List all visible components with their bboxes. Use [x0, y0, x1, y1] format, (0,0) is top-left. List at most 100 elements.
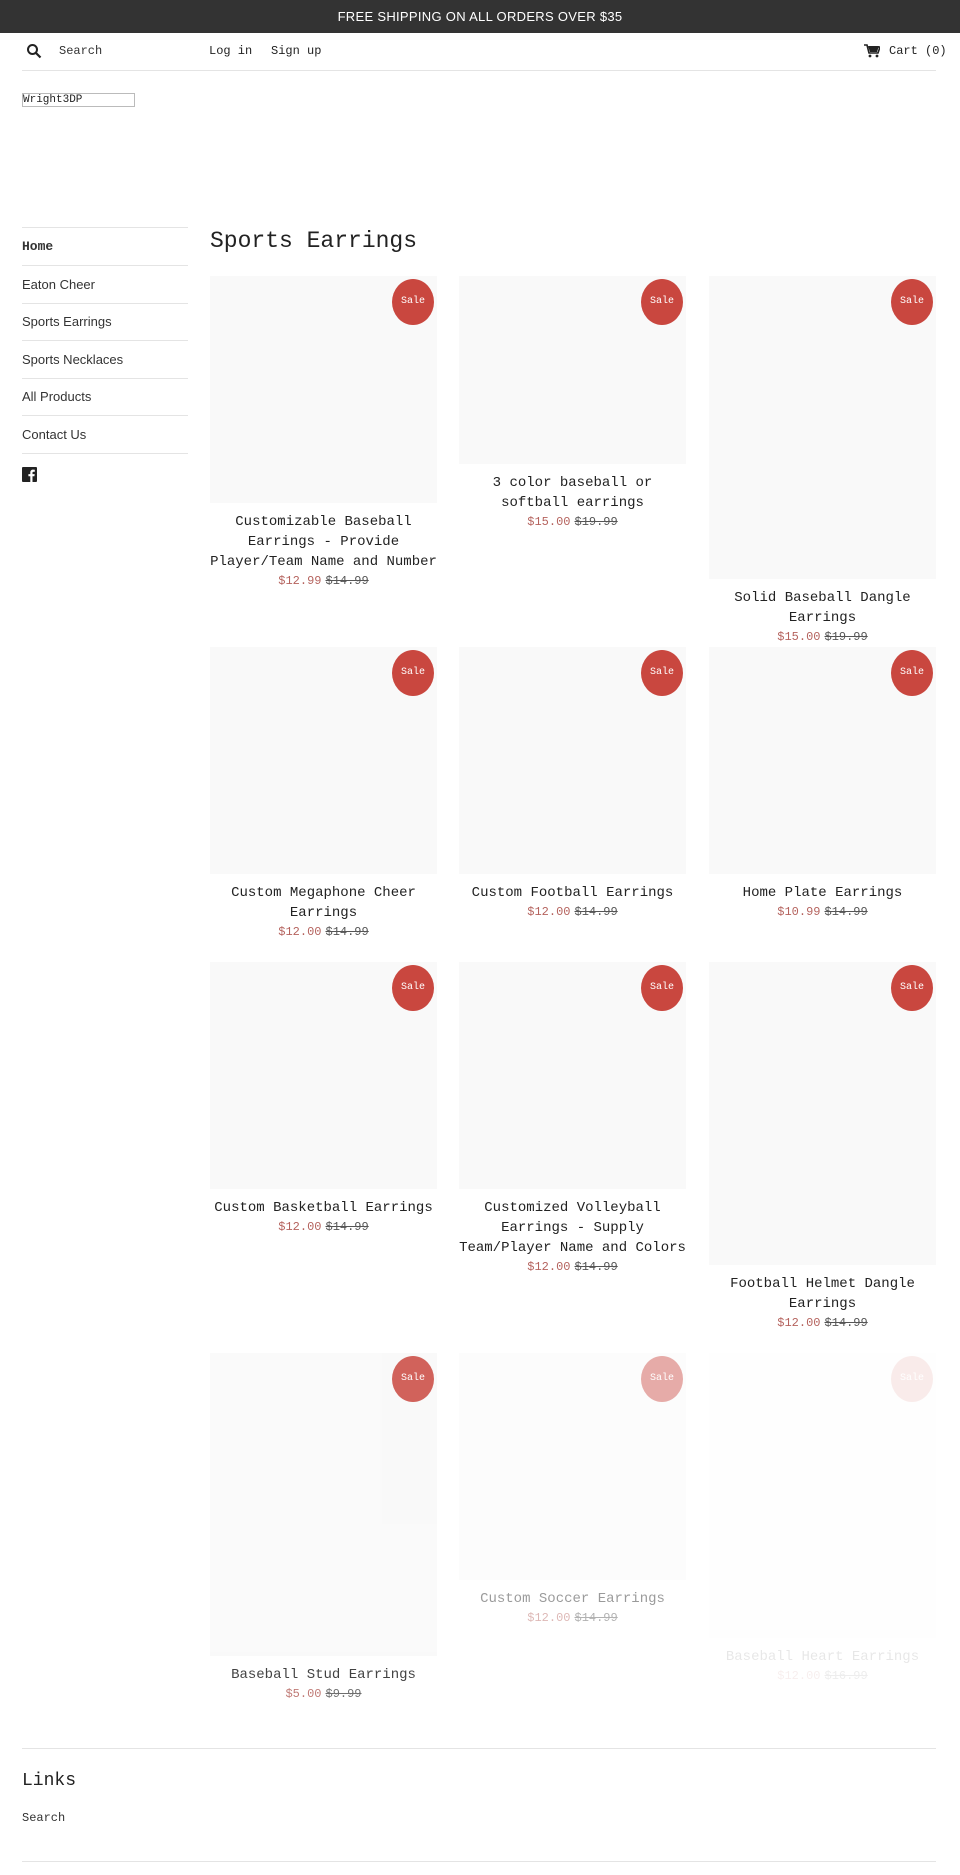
product-title[interactable]: Home Plate Earrings	[742, 885, 903, 901]
product-image[interactable]: Sale	[459, 962, 686, 1189]
product-card[interactable]: Sale Custom Football Earrings $12.00 $14.99	[459, 647, 686, 921]
sidebar-link[interactable]: Home	[22, 239, 54, 254]
product-image[interactable]: Sale	[210, 962, 437, 1189]
sale-badge: Sale	[392, 965, 434, 1011]
sidebar-link[interactable]: Eaton Cheer	[22, 276, 95, 292]
sidebar-rule	[22, 452, 188, 454]
product-title[interactable]: Customized Volleyball Earrings - Supply …	[459, 1200, 686, 1256]
sidebar-link[interactable]: Sports Earrings	[22, 314, 112, 329]
product-card[interactable]: Sale Customized Volleyball Earrings - Sup…	[459, 962, 686, 1276]
sale-price: $12.00	[278, 925, 322, 939]
product-image[interactable]: Sale	[459, 647, 686, 874]
product-title[interactable]: Customizable Baseball Earrings - Provide…	[210, 514, 437, 570]
product-image[interactable]: Sale	[210, 276, 437, 503]
sale-badge: Sale	[641, 650, 683, 696]
product-title[interactable]: Custom Soccer Earrings	[480, 1591, 665, 1607]
product-price: $15.00 $19.99	[709, 628, 936, 646]
product-title[interactable]: Baseball Stud Earrings	[231, 1667, 416, 1683]
compare-price: $14.99	[824, 905, 868, 919]
sale-badge: Sale	[392, 650, 434, 696]
compare-price: $14.99	[325, 1220, 369, 1234]
sidebar-link[interactable]: All Products	[22, 389, 92, 404]
product-card[interactable]: Sale Baseball Heart Earrings $12.00 $16.99	[709, 1353, 936, 1685]
footer-link[interactable]: Search	[22, 1811, 66, 1825]
compare-price: $9.99	[325, 1687, 362, 1701]
sale-price: $15.00	[527, 515, 571, 529]
product-title[interactable]: Custom Basketball Earrings	[214, 1200, 433, 1216]
compare-price: $19.99	[574, 515, 618, 529]
compare-price: $14.99	[325, 925, 369, 939]
product-price: $12.00 $14.99	[459, 1609, 686, 1627]
logo[interactable]: Wright3DP	[22, 93, 135, 107]
collection-title: Sports Earrings	[210, 228, 418, 254]
facebook-icon[interactable]	[22, 467, 37, 482]
compare-price: $14.99	[325, 574, 369, 588]
footer-rule	[22, 1748, 936, 1749]
sale-price: $12.00	[777, 1669, 821, 1683]
product-image[interactable]: Sale	[210, 647, 437, 874]
product-card[interactable]: Sale Baseball Stud Earrings $5.00 $9.99	[210, 1353, 437, 1703]
sidebar-link[interactable]: Contact Us	[22, 426, 87, 442]
sale-badge: Sale	[891, 1356, 933, 1402]
sale-price: $12.00	[527, 1611, 571, 1625]
product-title[interactable]: Custom Football Earrings	[471, 885, 674, 901]
search-icon[interactable]	[26, 43, 42, 59]
product-card[interactable]: Sale Customizable Baseball Earrings - Pro…	[210, 276, 437, 590]
sidebar-rule	[22, 377, 188, 379]
product-card[interactable]: Sale Home Plate Earrings $10.99 $14.99	[709, 647, 936, 921]
product-title[interactable]: Custom Megaphone Cheer Earrings	[231, 885, 416, 921]
product-card[interactable]: Sale Custom Soccer Earrings $12.00 $14.99	[459, 1353, 686, 1627]
sale-price: $12.00	[777, 1316, 821, 1330]
product-card[interactable]: Sale Custom Megaphone Cheer Earrings $12.0…	[210, 647, 437, 941]
product-image[interactable]: Sale	[709, 1353, 936, 1638]
product-price: $12.00 $14.99	[459, 903, 686, 921]
sale-badge: Sale	[891, 279, 933, 325]
product-image[interactable]: Sale	[459, 276, 686, 464]
sale-price: $12.99	[278, 574, 322, 588]
product-card[interactable]: Sale 3 color baseball or softball earring…	[459, 276, 686, 531]
product-price: $12.00 $14.99	[210, 1218, 437, 1236]
compare-price: $19.99	[824, 630, 868, 644]
search-input[interactable]: Search	[59, 44, 103, 58]
product-card[interactable]: Sale Custom Basketball Earrings $12.00 $14.…	[210, 962, 437, 1236]
sidebar-link[interactable]: Sports Necklaces	[22, 351, 124, 367]
product-price: $15.00 $19.99	[459, 513, 686, 531]
sidebar-rule	[22, 340, 188, 341]
sale-price: $12.00	[527, 905, 571, 919]
product-title[interactable]: 3 color baseball or softball earrings	[492, 475, 653, 511]
sale-badge: Sale	[392, 1356, 434, 1402]
compare-price: $14.99	[574, 905, 618, 919]
product-card[interactable]: Sale Solid Baseball Dangle Earrings $15.00…	[709, 276, 936, 646]
cart-icon[interactable]	[864, 44, 880, 58]
header-rule	[22, 70, 936, 71]
product-title[interactable]: Solid Baseball Dangle Earrings	[734, 590, 911, 626]
product-price: $10.99 $14.99	[709, 903, 936, 921]
signup-link[interactable]: Sign up	[271, 44, 322, 58]
product-image[interactable]: Sale	[459, 1353, 686, 1580]
sidebar-rule	[22, 415, 188, 416]
product-image[interactable]: Sale	[210, 1353, 437, 1656]
compare-price: $14.99	[574, 1260, 618, 1274]
product-title[interactable]: Football Helmet Dangle Earrings	[730, 1276, 915, 1312]
sale-price: $12.00	[527, 1260, 571, 1274]
product-price: $12.99 $14.99	[210, 572, 437, 590]
product-price: $5.00 $9.99	[210, 1685, 437, 1703]
sale-price: $15.00	[777, 630, 821, 644]
product-title[interactable]: Baseball Heart Earrings	[725, 1649, 920, 1665]
sidebar-rule	[22, 227, 188, 228]
product-price: $12.00 $14.99	[709, 1314, 936, 1332]
sale-badge: Sale	[891, 965, 933, 1011]
sale-badge: Sale	[641, 279, 683, 325]
sale-badge: Sale	[641, 965, 683, 1011]
product-card[interactable]: Sale Football Helmet Dangle Earrings $12.0…	[709, 962, 936, 1332]
product-price: $12.00 $14.99	[459, 1258, 686, 1276]
product-image[interactable]: Sale	[709, 276, 936, 579]
product-image[interactable]: Sale	[709, 647, 936, 874]
footer-rule	[22, 1861, 936, 1862]
cart-link[interactable]: Cart (0)	[889, 44, 947, 58]
product-image[interactable]: Sale	[709, 962, 936, 1265]
sale-price: $12.00	[278, 1220, 322, 1234]
sale-badge: Sale	[641, 1356, 683, 1402]
login-link[interactable]: Log in	[209, 44, 253, 58]
